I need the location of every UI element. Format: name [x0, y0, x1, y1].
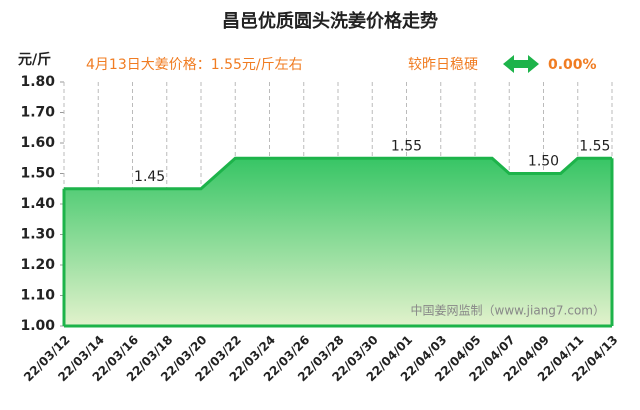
y-tick-label: 1.60 [20, 135, 55, 151]
data-label: 1.55 [579, 138, 610, 154]
area-fill [64, 158, 612, 326]
data-label: 1.50 [528, 154, 559, 170]
y-tick-label: 1.40 [20, 196, 55, 212]
y-tick-label: 1.80 [20, 74, 55, 90]
headline: 4月13日大姜价格：1.55元/斤左右 [86, 57, 303, 73]
chart-title: 昌邑优质圆头洗姜价格走势 [222, 10, 438, 32]
y-axis-label: 元/斤 [18, 51, 51, 68]
double-arrow-icon [503, 55, 539, 73]
y-tick-label: 1.00 [20, 318, 55, 334]
watermark: 中国姜网监制（www.jiang7.com） [411, 303, 605, 318]
y-tick-label: 1.50 [20, 166, 55, 182]
y-tick-label: 1.70 [20, 105, 55, 121]
data-label: 1.55 [391, 138, 422, 154]
data-label: 1.45 [134, 169, 165, 185]
change-label: 较昨日稳硬 [408, 57, 478, 73]
change-value: 0.00% [548, 57, 597, 73]
y-tick-label: 1.10 [20, 288, 55, 304]
price-line [64, 156, 612, 191]
y-tick-label: 1.20 [20, 257, 55, 273]
y-tick-label: 1.30 [20, 227, 55, 243]
